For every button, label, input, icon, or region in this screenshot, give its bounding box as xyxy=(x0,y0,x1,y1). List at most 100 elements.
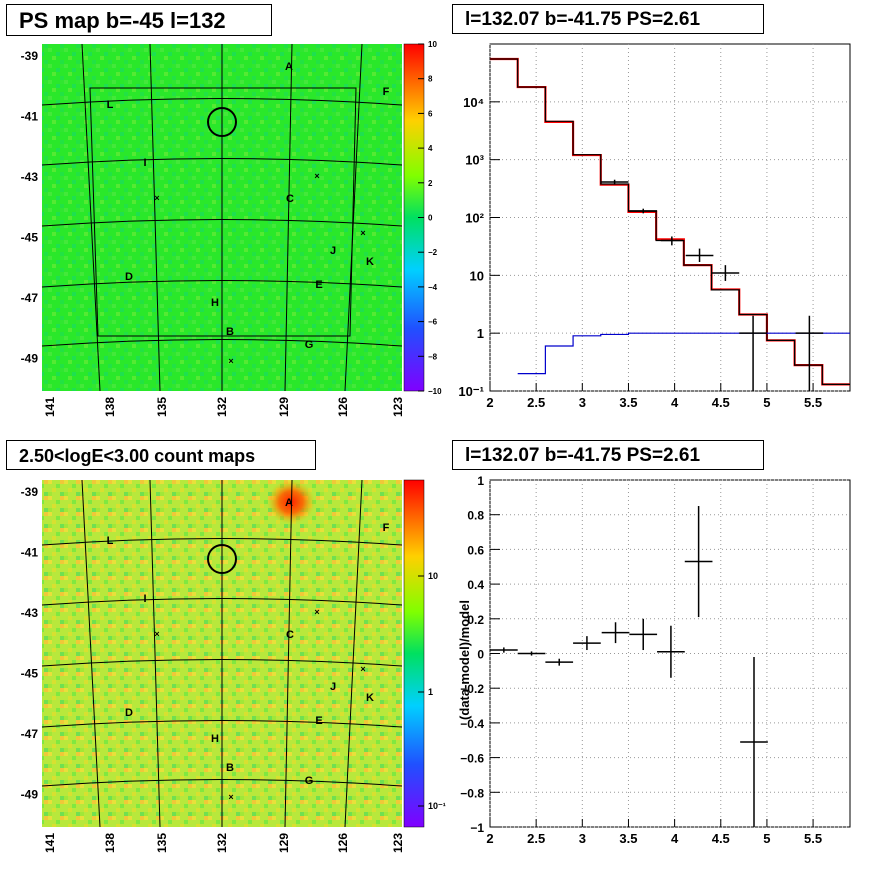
source-label-c: C xyxy=(286,629,294,641)
residual-panel: 2 2.5 3 3.5 4 4.5 5 5.5 1 0.8 0.6 0.4 0.2 0 −0.2 −0.4 −0… xyxy=(457,474,851,846)
source-label-a: A xyxy=(285,497,293,509)
residual-x-tick-label: 4.5 xyxy=(712,831,730,846)
source-label-d: D xyxy=(125,707,133,719)
spectrum-title: l=132.07 b=-41.75 PS=2.61 xyxy=(452,4,764,34)
ps-map-title: PS map b=-45 l=132 xyxy=(6,4,272,36)
cross-marker: × xyxy=(314,171,319,181)
residual-x-tick-label: 3 xyxy=(579,831,586,846)
spectrum-x-tick-label: 3.5 xyxy=(619,395,637,410)
ps-colorbar-tick-label: 4 xyxy=(428,144,433,153)
count-colorbar-tick-label: 10 xyxy=(428,571,438,581)
source-label-k: K xyxy=(366,256,374,268)
source-label-b: B xyxy=(226,326,234,338)
spectrum-y-tick-label: 10⁴ xyxy=(463,95,484,110)
map2-y-tick-label: -39 xyxy=(21,485,39,499)
count-colorbar-tick-label: 1 xyxy=(428,687,433,697)
map2-x-tick-label: 138 xyxy=(103,833,117,853)
residual-x-tick-label: 5 xyxy=(763,831,770,846)
spectrum-x-tick-label: 2 xyxy=(486,395,493,410)
count-map-title: 2.50<logE<3.00 count maps xyxy=(6,440,316,470)
map1-y-tick-label: -49 xyxy=(21,352,39,366)
map2-x-tick-label: 132 xyxy=(215,833,229,853)
residual-points xyxy=(490,506,768,827)
ps-colorbar-tick-label: −2 xyxy=(428,248,438,257)
count-colorbar xyxy=(403,479,425,828)
ps-colorbar-tick-label: −6 xyxy=(428,318,438,327)
source-label-j: J xyxy=(330,681,336,693)
source-label-l: L xyxy=(107,99,114,111)
spectrum-axes: 2 2.5 3 3.5 4 4.5 5 5.5 10⁻¹ 1 10 10² 10³ 10⁴ xyxy=(458,95,822,410)
spectrum-y-tick-label: 10³ xyxy=(465,153,484,168)
spectrum-y-tick-label: 10 xyxy=(470,268,484,283)
map2-x-tick-label: 123 xyxy=(391,833,405,853)
spectrum-x-tick-label: 5.5 xyxy=(804,395,822,410)
cross-marker: × xyxy=(360,228,365,238)
spectrum-x-tick-label: 4 xyxy=(671,395,679,410)
cross-marker: × xyxy=(314,607,319,617)
map1-y-tick-label: -47 xyxy=(21,291,39,305)
cross-marker: × xyxy=(228,356,233,366)
count-colorbar-ticks: 10 1 10⁻¹ xyxy=(418,571,446,811)
source-label-b: B xyxy=(226,762,234,774)
spectrum-panel: 2 2.5 3 3.5 4 4.5 5 5.5 10⁻¹ 1 10 10² 10³ 10⁴ xyxy=(458,43,851,410)
cross-marker: × xyxy=(154,193,159,203)
spectrum-y-tick-label: 10⁻¹ xyxy=(458,384,484,399)
ps-map-source-labels: A F L I C J K D E H B G × × × × xyxy=(107,61,390,366)
ps-colorbar-ticks: 10 8 6 4 2 0 −2 −4 −6 −8 −10 xyxy=(418,40,442,396)
map2-x-tick-label: 135 xyxy=(155,833,169,853)
residual-y-tick-label: 0 xyxy=(477,648,484,662)
source-label-h: H xyxy=(211,297,219,309)
spectrum-x-tick-label: 5 xyxy=(763,395,770,410)
source-label-g: G xyxy=(305,775,314,787)
source-label-l: L xyxy=(107,535,114,547)
map2-x-tick-label: 141 xyxy=(43,833,57,853)
map1-y-tick-label: -41 xyxy=(21,110,39,124)
map1-x-tick-label: 129 xyxy=(277,397,291,417)
map1-x-tick-label: 141 xyxy=(43,397,57,417)
map1-y-tick-label: -45 xyxy=(21,231,39,245)
source-label-i: I xyxy=(143,157,146,169)
residual-y-tick-label: −0.2 xyxy=(460,682,484,696)
cross-marker: × xyxy=(228,792,233,802)
ps-colorbar-tick-label: −8 xyxy=(428,352,438,361)
source-label-j: J xyxy=(330,245,336,257)
residual-x-tick-label: 2 xyxy=(486,831,493,846)
source-label-e: E xyxy=(315,715,322,727)
residual-y-tick-label: 0.2 xyxy=(467,613,484,627)
map1-x-tick-label: 138 xyxy=(103,397,117,417)
residual-y-tick-label: −0.8 xyxy=(460,786,484,800)
cross-marker: × xyxy=(360,664,365,674)
ps-colorbar-tick-label: 6 xyxy=(428,109,433,118)
residual-y-tick-label: 0.6 xyxy=(467,543,484,557)
source-label-f: F xyxy=(383,522,390,534)
map2-y-tick-label: -45 xyxy=(21,667,39,681)
residual-y-tick-label: 1 xyxy=(477,474,484,488)
count-colorbar-tick-label: 10⁻¹ xyxy=(428,801,446,811)
residual-title: l=132.07 b=-41.75 PS=2.61 xyxy=(452,440,764,470)
map2-x-tick-label: 129 xyxy=(277,833,291,853)
map1-x-tick-label: 132 xyxy=(215,397,229,417)
cross-marker: × xyxy=(154,629,159,639)
ps-colorbar-tick-label: 8 xyxy=(428,75,433,84)
count-map-grid xyxy=(41,479,403,828)
spectrum-y-tick-label: 10² xyxy=(465,211,484,226)
residual-x-tick-label: 3.5 xyxy=(619,831,637,846)
residual-x-tick-label: 4 xyxy=(671,831,679,846)
residual-y-tick-label: −0.6 xyxy=(460,752,484,766)
residual-x-tick-label: 5.5 xyxy=(804,831,822,846)
map2-y-tick-label: -41 xyxy=(21,546,39,560)
ps-colorbar-tick-label: 2 xyxy=(428,179,433,188)
count-target-circle xyxy=(207,544,237,574)
spectrum-y-tick-label: 1 xyxy=(477,326,484,341)
map2-y-tick-label: -43 xyxy=(21,606,39,620)
source-label-g: G xyxy=(305,339,314,351)
ps-colorbar-tick-label: −4 xyxy=(428,283,438,292)
residual-y-tick-label: −0.4 xyxy=(460,717,484,731)
source-label-k: K xyxy=(366,692,374,704)
residual-y-tick-label: −1 xyxy=(470,821,484,835)
residual-y-tick-label: 0.4 xyxy=(467,578,484,592)
source-label-h: H xyxy=(211,733,219,745)
ps-target-circle xyxy=(207,107,237,137)
